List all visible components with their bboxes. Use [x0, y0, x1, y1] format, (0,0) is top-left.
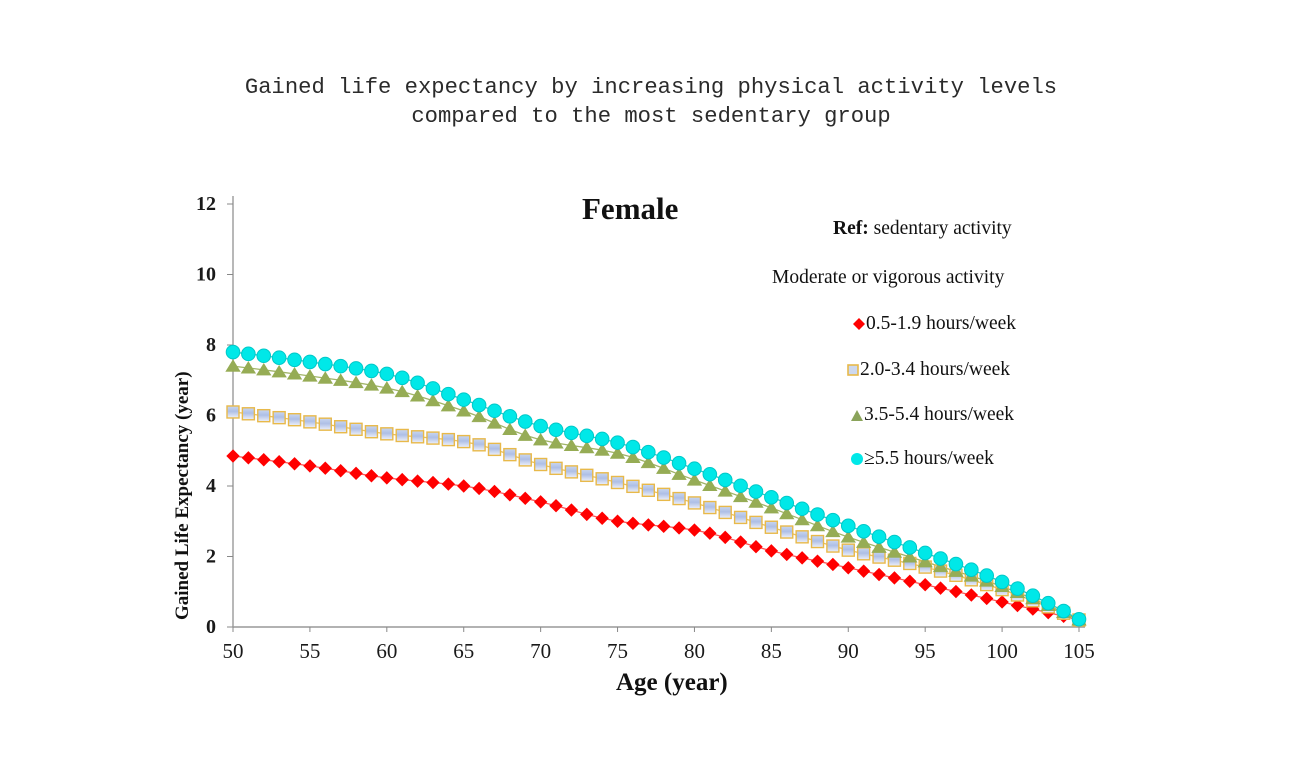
svg-text:8: 8	[206, 334, 216, 356]
svg-text:6: 6	[206, 405, 216, 427]
svg-text:10: 10	[196, 264, 216, 286]
svg-text:90: 90	[838, 639, 859, 663]
svg-text:65: 65	[453, 639, 474, 663]
svg-text:80: 80	[684, 639, 705, 663]
svg-text:100: 100	[986, 639, 1018, 663]
svg-text:85: 85	[761, 639, 782, 663]
svg-text:0: 0	[206, 616, 216, 638]
svg-text:12: 12	[196, 193, 216, 215]
svg-text:105: 105	[1063, 639, 1095, 663]
svg-text:50: 50	[223, 639, 244, 663]
svg-text:4: 4	[206, 475, 216, 497]
svg-text:60: 60	[376, 639, 397, 663]
svg-text:2: 2	[206, 546, 216, 568]
svg-text:55: 55	[299, 639, 320, 663]
svg-text:95: 95	[915, 639, 936, 663]
svg-text:75: 75	[607, 639, 628, 663]
svg-text:70: 70	[530, 639, 551, 663]
